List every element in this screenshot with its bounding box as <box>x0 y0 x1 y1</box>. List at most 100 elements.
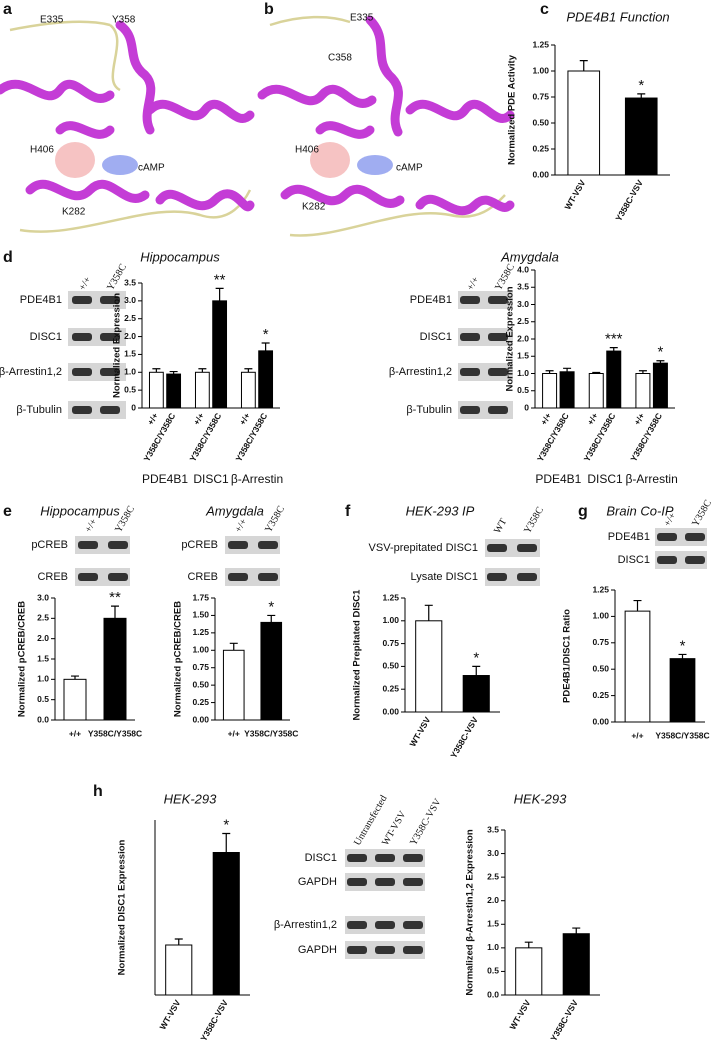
lane-label: +/+ <box>233 517 250 535</box>
error-bar <box>609 347 618 352</box>
blot-row-label: CREB <box>37 571 68 583</box>
y-tick-label: 0.5 <box>37 694 49 704</box>
bar <box>635 373 651 409</box>
y-tick-label: 1.25 <box>532 39 549 49</box>
blot-band <box>487 573 507 581</box>
x-tick-label: Y358C-VSV <box>448 715 480 760</box>
residue-label: E335 <box>350 13 374 24</box>
blot-row-label: GAPDH <box>298 876 337 888</box>
blot-row-label: pCREB <box>181 539 218 551</box>
significance-marker: * <box>473 649 479 666</box>
y-tick-label: 1.5 <box>37 653 49 663</box>
bar <box>542 373 558 409</box>
error-bar <box>524 941 533 948</box>
x-tick-label: +/+ <box>632 411 647 427</box>
x-tick-label: Y358C/Y358C <box>88 728 142 738</box>
y-tick-label: 0.50 <box>382 661 399 671</box>
y-tick-label: 2.5 <box>517 316 529 326</box>
y-tick-label: 0.25 <box>532 143 549 153</box>
blot-band <box>657 556 677 564</box>
blot-row-label: β-Arrestin1,2 <box>274 919 337 931</box>
y-tick-label: 3.0 <box>517 299 529 309</box>
y-tick-label: 0.0 <box>37 714 49 724</box>
blot-band <box>108 573 128 581</box>
y-tick-label: 0.75 <box>532 91 549 101</box>
error-bar <box>222 832 231 853</box>
error-bar <box>111 605 119 619</box>
y-tick-label: 3.0 <box>124 295 136 305</box>
x-tick-label: +/+ <box>538 411 553 427</box>
error-bar <box>637 93 646 99</box>
blot-band <box>100 368 120 376</box>
significance-marker: * <box>223 816 229 833</box>
error-bar <box>244 368 253 373</box>
lane-label: Y358C <box>522 505 546 536</box>
blot-band <box>375 946 395 954</box>
chart-title: PDE4B1 Function <box>566 9 669 24</box>
bar <box>624 610 651 723</box>
blot-row-label: CREB <box>187 571 218 583</box>
residue-label: cAMP <box>396 163 423 174</box>
blot-strip <box>485 539 540 557</box>
blot-band <box>460 296 480 304</box>
significance-marker: * <box>680 637 686 654</box>
blot-band <box>78 541 98 549</box>
error-bar <box>633 599 642 612</box>
blot-band <box>460 406 480 414</box>
blot-strip <box>68 328 126 346</box>
y-tick-label: 0.25 <box>192 697 209 707</box>
error-bar <box>169 370 178 375</box>
blot-band <box>258 573 278 581</box>
panel-label: d <box>3 249 13 266</box>
blot-strip <box>75 536 130 554</box>
y-tick-label: 0.00 <box>532 169 549 179</box>
y-axis-label: Normalized PDE Activity <box>507 54 518 165</box>
blot-row-label: β-Tubulin <box>16 404 62 416</box>
blot-band <box>517 544 537 552</box>
blot-row-label: β-Arrestin1,2 <box>0 366 62 378</box>
x-tick-label: WT-VSV <box>562 178 587 212</box>
y-tick-label: 2.0 <box>487 895 499 905</box>
blot-row-label: GAPDH <box>298 944 337 956</box>
error-bar <box>563 367 572 372</box>
blot-strip <box>225 568 280 586</box>
lane-label: +/+ <box>465 275 482 293</box>
bar <box>462 675 490 713</box>
y-tick-label: 1.00 <box>192 645 209 655</box>
bar <box>606 350 622 409</box>
blot-band <box>72 333 92 341</box>
error-bar <box>229 642 238 651</box>
blot-band <box>100 296 120 304</box>
bar <box>103 617 127 721</box>
y-tick-label: 0.5 <box>487 966 499 976</box>
blot-band <box>685 533 705 541</box>
panel-label: c <box>540 1 549 18</box>
y-tick-label: 1.00 <box>532 65 549 75</box>
blot-band <box>487 544 507 552</box>
blot-band <box>488 296 508 304</box>
bar <box>166 373 182 409</box>
group-label: PDE4B1 <box>535 472 581 486</box>
chart-title: Hippocampus <box>140 249 220 264</box>
error-bar <box>579 60 588 71</box>
lane-label: +/+ <box>77 275 94 293</box>
blot-band <box>460 368 480 376</box>
y-tick-label: 0.5 <box>517 385 529 395</box>
residue-label: cAMP <box>138 163 165 174</box>
significance-marker: *** <box>605 331 623 348</box>
x-tick-label: Y358C-VSV <box>613 178 645 223</box>
y-tick-label: 1.50 <box>192 610 209 620</box>
y-tick-label: 0.25 <box>382 683 399 693</box>
y-tick-label: 1.25 <box>192 627 209 637</box>
y-axis-label: Normalized Prepitated DISC1 <box>352 589 363 721</box>
error-bar <box>424 604 433 621</box>
chart-title: HEK-293 IP <box>406 503 475 518</box>
blot-strip <box>68 363 126 381</box>
blot-band <box>347 878 367 886</box>
y-tick-label: 1.75 <box>192 592 209 602</box>
x-tick-label: +/+ <box>585 411 600 427</box>
bar <box>63 678 87 721</box>
x-tick-label: +/+ <box>228 728 240 738</box>
blot-band <box>403 921 423 929</box>
blot-strip <box>458 291 513 309</box>
